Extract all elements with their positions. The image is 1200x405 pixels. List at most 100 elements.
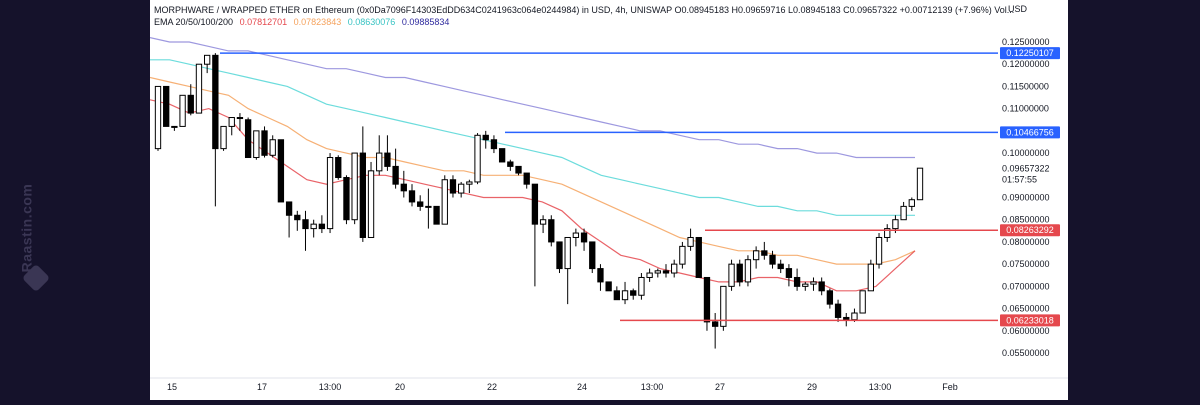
y-tick-label: 0.07500000	[1002, 259, 1050, 269]
price-level-label: 0.10466756	[1006, 127, 1054, 137]
ema50-value: 0.07823843	[293, 17, 342, 27]
candle-body	[302, 219, 309, 230]
price-level-badge	[1000, 224, 1060, 237]
candle-body	[646, 272, 653, 278]
y-tick-label: 0.10000000	[1002, 148, 1050, 158]
x-tick-label: 13:00	[869, 382, 892, 392]
candle-body	[867, 263, 875, 292]
candle-body	[523, 172, 530, 185]
ema200-line	[149, 37, 915, 159]
candle-body	[359, 152, 367, 238]
candle-body	[154, 85, 162, 150]
candle-body	[826, 290, 834, 305]
candle-body	[564, 236, 571, 270]
candle-body	[605, 281, 612, 292]
x-tick-label: 22	[487, 382, 497, 392]
x-tick-label: 27	[715, 382, 725, 392]
candle-body	[671, 263, 678, 274]
candle-body	[662, 270, 670, 274]
symbol-title: MORPHWARE / WRAPPED ETHER on Ethereum (0…	[154, 5, 672, 15]
watermark-text: Raastin.com	[18, 183, 35, 273]
y-tick-label: 0.11500000	[1002, 81, 1049, 91]
candle-body	[761, 250, 768, 256]
candle-body	[392, 165, 399, 185]
candle-body	[752, 250, 760, 261]
candle-body	[703, 276, 711, 323]
y-tick-label: 0.08500000	[1002, 215, 1050, 225]
price-level-badge	[1000, 126, 1060, 139]
price-level-badge	[1000, 47, 1060, 60]
candle-body	[916, 167, 924, 201]
candle-body	[613, 290, 621, 301]
candle-body	[638, 276, 645, 296]
candle-body	[515, 165, 522, 174]
x-tick-label: 20	[395, 382, 405, 392]
candle-body	[892, 219, 899, 230]
candle-body	[490, 139, 498, 150]
candle-body	[343, 177, 350, 221]
candle-body	[654, 270, 661, 274]
candle-body	[220, 125, 227, 150]
ema100-value: 0.08630076	[347, 17, 396, 27]
candle-body	[818, 281, 825, 292]
candle-body	[777, 263, 784, 270]
candle-body	[163, 85, 170, 127]
candle-body	[859, 290, 866, 314]
candle-body	[457, 183, 465, 194]
candle-body	[244, 119, 252, 159]
candle-body	[572, 232, 580, 238]
candle-body	[695, 236, 702, 278]
candle-body	[687, 236, 694, 247]
candle-body	[326, 157, 334, 230]
candle-body	[417, 201, 424, 207]
candle-body	[580, 232, 588, 243]
legend-title-row: MORPHWARE / WRAPPED ETHER on Ethereum (0…	[154, 4, 1014, 16]
candle-body	[548, 219, 555, 243]
candle-body	[261, 130, 268, 156]
y-tick-label: 0.12500000	[1002, 37, 1050, 47]
candle-body	[507, 161, 514, 167]
y-tick-label: 0.06500000	[1002, 304, 1050, 314]
candle-body	[400, 183, 407, 192]
left-margin: Raastin.com	[0, 0, 150, 400]
candle-body	[187, 94, 194, 114]
candle-body	[908, 199, 915, 207]
candle-body	[277, 139, 285, 203]
x-tick-label: 24	[577, 382, 587, 392]
candle-body	[425, 205, 432, 208]
candle-body	[335, 157, 342, 179]
price-level-badge	[1000, 314, 1060, 327]
candle-body	[236, 117, 244, 120]
x-tick-label: 17	[257, 382, 267, 392]
candle-body	[228, 117, 235, 127]
candle-body	[203, 54, 211, 65]
y-tick-label: 0.07000000	[1002, 281, 1050, 291]
candle-body	[539, 219, 547, 225]
candle-body	[253, 130, 260, 159]
candle-body	[679, 245, 686, 265]
candlestick-chart[interactable]: 0.12500000 0.12000000 0.11500000 0.11000000…	[149, 0, 1068, 400]
price-level-label: 0.06233018	[1006, 315, 1054, 325]
candle-body	[269, 139, 276, 156]
watermark: Raastin.com	[18, 160, 52, 310]
candle-body	[875, 236, 883, 265]
candle-body	[171, 125, 178, 128]
candle-body	[212, 54, 219, 150]
y-tick-label: 0.08000000	[1002, 237, 1050, 247]
right-margin	[1068, 0, 1200, 400]
candle-body	[851, 312, 858, 321]
ema200-value: 0.09885834	[401, 17, 450, 27]
legend-ema-row: EMA 20/50/100/200 0.07812701 0.07823843 …	[154, 16, 1014, 28]
candle-body	[900, 205, 907, 221]
ema-label: EMA 20/50/100/200	[154, 17, 234, 27]
ema20-value: 0.07812701	[239, 17, 288, 27]
x-tick-label: Feb	[942, 382, 958, 392]
candle-body	[408, 190, 416, 203]
candle-body	[793, 276, 801, 287]
currency-label: USD	[1008, 4, 1028, 14]
countdown-label: 01:57:55	[1002, 174, 1037, 184]
candle-body	[441, 179, 448, 225]
price-level-label: 0.08263292	[1006, 225, 1054, 235]
candle-body	[589, 241, 596, 270]
candle-body	[310, 223, 317, 230]
